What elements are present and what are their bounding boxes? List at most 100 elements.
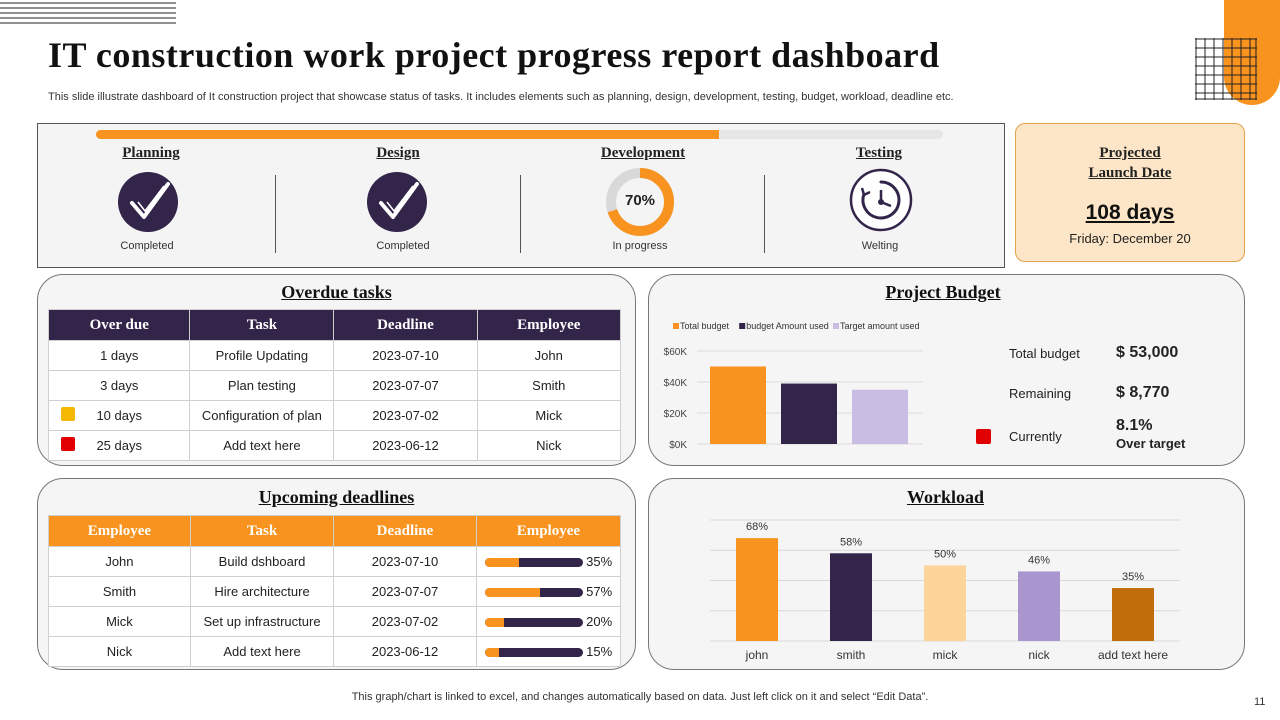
column-header: Employee <box>475 515 622 547</box>
budget-bar-chart: $0K $20K $40K $60K Total budget budget Amount… <box>664 321 923 451</box>
task-cell: Set up infrastructure <box>189 606 335 637</box>
progress-label: 57% <box>586 584 613 599</box>
budget-title: Project Budget <box>885 282 1001 302</box>
x-tick-label: smith <box>837 648 866 662</box>
deadline-cell: 2023-07-07 <box>333 370 478 401</box>
overdue-cell: 10 days <box>47 400 191 431</box>
column-header: Deadline <box>333 309 478 341</box>
employee-cell: John <box>476 340 622 371</box>
legend-swatch <box>833 323 839 329</box>
currently-label: Currently <box>1009 429 1062 444</box>
task-progress-bar <box>484 648 583 658</box>
legend-label: Target amount used <box>840 321 920 331</box>
data-label: 46% <box>1028 554 1050 566</box>
budget-bar <box>710 366 766 444</box>
task-cell: Profile Updating <box>189 340 335 371</box>
employee-cell: Smith <box>48 576 191 607</box>
launch-date: Friday: December 20 <box>1069 231 1191 246</box>
page-subtitle: This slide illustrate dashboard of It co… <box>48 91 954 103</box>
overdue-cell: 25 days <box>47 430 191 461</box>
table-header-row: Over due Task Deadline Employee <box>47 309 622 341</box>
remaining-label: Remaining <box>1009 386 1072 401</box>
launch-days: 108 days <box>1085 201 1175 224</box>
stage-design: Design <box>298 145 498 162</box>
overdue-title: Overdue tasks <box>281 282 392 302</box>
progress-cell: 57% <box>475 576 622 607</box>
task-progress-bar <box>484 558 583 568</box>
column-header: Task <box>189 309 335 341</box>
x-tick-label: add text here <box>1098 648 1168 662</box>
deadline-cell: 2023-06-12 <box>333 430 478 461</box>
stage-title: Testing <box>855 145 903 161</box>
stage-divider <box>275 175 276 253</box>
remaining-value: $ 8,770 <box>1116 384 1170 401</box>
stage-title: Planning <box>122 145 180 161</box>
footer-note: This graph/chart is linked to excel, and… <box>351 691 929 703</box>
task-cell: Plan testing <box>189 370 335 401</box>
task-cell: Hire architecture <box>189 576 335 607</box>
warning-flag-icon <box>61 407 75 421</box>
y-tick-label: $0K <box>669 440 687 451</box>
progress-cell: 15% <box>475 636 622 667</box>
task-cell: Add text here <box>189 636 335 667</box>
clock-icon <box>849 168 913 232</box>
currently-note: Over target <box>1116 436 1186 451</box>
launch-title-line2: Launch Date <box>1088 165 1172 181</box>
orange-corner-tab <box>1224 0 1280 105</box>
task-cell: Add text here <box>189 430 335 461</box>
x-tick-label: nick <box>1028 648 1050 662</box>
y-tick-label: $40K <box>664 378 688 389</box>
data-label: 35% <box>1122 571 1144 583</box>
progress-label: 15% <box>586 644 613 659</box>
data-label: 58% <box>840 536 862 548</box>
table-row: 3 days Plan testing 2023-07-07 Smith <box>47 370 622 401</box>
page-number: 11 <box>1254 696 1266 708</box>
table-row: John Build dshboard 2023-07-10 35% <box>48 546 622 577</box>
progress-label: 20% <box>586 614 613 629</box>
check-icon <box>367 172 427 232</box>
workload-bar <box>924 565 966 641</box>
stage-divider <box>764 175 765 253</box>
stage-title: Design <box>376 145 420 161</box>
progress-cell: 35% <box>475 546 622 577</box>
header-lines-decoration <box>0 2 176 24</box>
grid-decoration <box>1195 38 1257 100</box>
workload-bar <box>1112 588 1154 641</box>
table-row: 1 days Profile Updating 2023-07-10 John <box>47 340 622 371</box>
task-progress-fill <box>484 618 505 628</box>
task-progress-bar <box>484 618 583 628</box>
launch-date-panel: Projected Launch Date 108 days Friday: D… <box>1015 123 1245 262</box>
deadline-cell: 2023-07-02 <box>333 400 478 431</box>
overdue-cell: 1 days <box>47 340 191 371</box>
currently-value: 8.1% <box>1116 417 1153 434</box>
workload-bar-chart: 68% john 58% smith 50% mick 46% nick 35% add text… <box>710 519 1180 662</box>
workload-title: Workload <box>906 487 985 507</box>
launch-title-line1: Projected <box>1099 145 1161 161</box>
overall-progress-fill <box>96 130 719 139</box>
employee-cell: Nick <box>48 636 191 667</box>
stage-testing: Testing <box>779 145 979 162</box>
task-progress-bar <box>484 588 583 598</box>
stage-status: Welting <box>861 240 899 252</box>
task-progress-fill <box>484 648 500 658</box>
stage-development: Development <box>543 145 743 162</box>
column-header: Employee <box>48 515 191 547</box>
column-header: Deadline <box>333 515 477 547</box>
table-row: Smith Hire architecture 2023-07-07 57% <box>48 576 622 607</box>
legend-swatch <box>673 323 679 329</box>
task-cell: Build dshboard <box>189 546 335 577</box>
legend-label: Total budget <box>680 321 730 331</box>
y-tick-label: $60K <box>664 347 688 358</box>
stage-divider <box>520 175 521 253</box>
workload-bar <box>1018 571 1060 641</box>
stage-planning: Planning <box>51 145 251 162</box>
employee-cell: John <box>48 546 191 577</box>
alert-flag-icon <box>61 437 75 451</box>
over-target-flag-icon <box>976 429 991 444</box>
column-header: Task <box>189 515 335 547</box>
deadline-cell: 2023-07-07 <box>333 576 477 607</box>
deadline-cell: 2023-06-12 <box>333 636 477 667</box>
budget-bar <box>852 389 908 444</box>
upcoming-title: Upcoming deadlines <box>258 487 415 507</box>
workload-bar <box>736 538 778 641</box>
